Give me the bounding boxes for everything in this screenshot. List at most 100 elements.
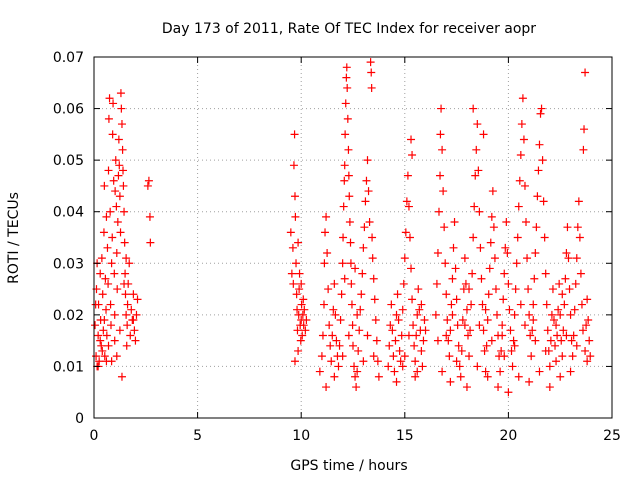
data-point bbox=[102, 331, 111, 340]
data-point bbox=[320, 259, 329, 268]
data-point bbox=[414, 285, 423, 294]
data-point bbox=[98, 290, 107, 299]
data-point bbox=[96, 269, 105, 278]
data-point bbox=[384, 362, 393, 371]
data-point bbox=[413, 310, 422, 319]
data-point bbox=[483, 316, 492, 325]
data-point bbox=[540, 233, 549, 242]
data-point bbox=[404, 202, 413, 211]
data-point bbox=[552, 321, 561, 330]
data-point bbox=[338, 259, 347, 268]
data-point bbox=[298, 310, 307, 319]
data-point bbox=[554, 305, 563, 314]
data-point bbox=[501, 243, 510, 252]
data-point bbox=[551, 341, 560, 350]
data-point bbox=[449, 243, 458, 252]
data-point bbox=[562, 248, 571, 257]
data-point bbox=[354, 346, 363, 355]
data-point bbox=[323, 248, 332, 257]
y-axis-label: ROTI / TECUs bbox=[6, 192, 22, 284]
data-point bbox=[117, 120, 126, 129]
data-point bbox=[400, 254, 409, 263]
data-point bbox=[472, 145, 481, 154]
data-point bbox=[563, 223, 572, 232]
data-point bbox=[288, 243, 297, 252]
data-point bbox=[493, 310, 502, 319]
data-point bbox=[502, 218, 511, 227]
data-point bbox=[369, 274, 378, 283]
data-point bbox=[475, 321, 484, 330]
data-point bbox=[374, 372, 383, 381]
data-point bbox=[498, 321, 507, 330]
data-point bbox=[545, 362, 554, 371]
data-point bbox=[315, 367, 324, 376]
data-point bbox=[504, 279, 513, 288]
data-point bbox=[531, 248, 540, 257]
data-point bbox=[418, 362, 427, 371]
data-point bbox=[546, 336, 555, 345]
data-point bbox=[473, 120, 482, 129]
data-point bbox=[448, 274, 457, 283]
data-point bbox=[515, 176, 524, 185]
data-point bbox=[538, 156, 547, 165]
data-point bbox=[402, 197, 411, 206]
data-point bbox=[108, 130, 117, 139]
data-point bbox=[119, 166, 128, 175]
data-point bbox=[508, 362, 517, 371]
data-point bbox=[143, 181, 152, 190]
data-point bbox=[392, 310, 401, 319]
data-point bbox=[349, 341, 357, 350]
data-point bbox=[432, 279, 441, 288]
data-point bbox=[342, 63, 351, 72]
x-axis-label: GPS time / hours bbox=[290, 458, 407, 474]
data-point bbox=[331, 310, 340, 319]
data-point bbox=[509, 336, 518, 345]
data-point bbox=[300, 305, 309, 314]
data-point bbox=[450, 218, 459, 227]
data-point bbox=[122, 341, 131, 350]
data-point bbox=[112, 248, 121, 257]
data-point bbox=[95, 357, 104, 366]
data-point bbox=[577, 300, 586, 309]
data-point bbox=[344, 331, 353, 340]
data-point bbox=[580, 125, 589, 134]
data-point bbox=[525, 310, 534, 319]
data-point bbox=[293, 305, 302, 314]
data-point bbox=[372, 336, 381, 345]
data-point bbox=[338, 352, 347, 361]
data-point bbox=[579, 145, 588, 154]
data-point bbox=[532, 223, 541, 232]
data-point bbox=[390, 367, 399, 376]
data-point bbox=[116, 228, 125, 237]
data-point bbox=[529, 316, 538, 325]
data-point bbox=[104, 279, 113, 288]
data-point bbox=[487, 212, 496, 221]
data-point bbox=[413, 367, 422, 376]
data-point bbox=[389, 352, 398, 361]
data-point bbox=[294, 346, 303, 355]
data-point bbox=[510, 310, 519, 319]
data-point bbox=[408, 150, 417, 159]
y-tick-label: 0.06 bbox=[53, 102, 84, 118]
data-point bbox=[365, 218, 374, 227]
data-point bbox=[324, 285, 333, 294]
data-point bbox=[291, 212, 300, 221]
data-point bbox=[289, 279, 298, 288]
data-point bbox=[526, 331, 535, 340]
data-point bbox=[482, 341, 491, 350]
data-point bbox=[386, 321, 395, 330]
x-tick-label: 5 bbox=[193, 428, 202, 444]
data-point bbox=[126, 331, 135, 340]
data-point bbox=[581, 346, 590, 355]
data-point bbox=[113, 218, 122, 227]
data-point bbox=[503, 248, 512, 257]
data-point bbox=[102, 212, 111, 221]
data-point bbox=[448, 310, 457, 319]
data-point bbox=[486, 238, 495, 247]
data-point bbox=[347, 300, 356, 309]
data-point bbox=[499, 295, 508, 304]
data-point bbox=[353, 367, 362, 376]
data-point bbox=[368, 254, 377, 263]
data-point bbox=[362, 176, 371, 185]
data-point bbox=[518, 94, 527, 103]
